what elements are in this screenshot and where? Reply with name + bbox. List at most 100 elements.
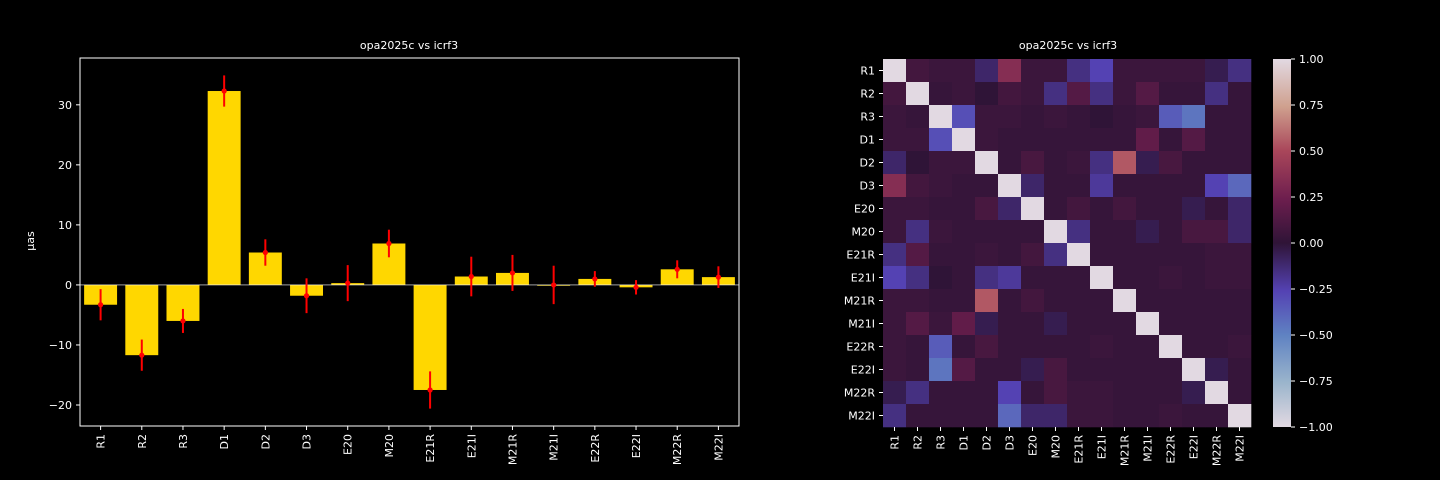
heatmap-cell-E20-E20 xyxy=(1021,197,1045,221)
heatmap-cell-E21I-M22R xyxy=(1205,266,1229,290)
heatmap-cell-D3-D1 xyxy=(952,174,976,198)
point-M21R xyxy=(509,270,516,276)
heatmap-cell-E20-M21R xyxy=(1113,197,1137,221)
heatmap-cell-M22I-E22I xyxy=(1182,404,1206,428)
heatmap-cell-M20-M21R xyxy=(1113,220,1137,244)
heatmap-x-tick-label: M21I xyxy=(1142,435,1155,462)
heatmap-cell-E22I-R3 xyxy=(929,358,953,382)
heatmap-cell-M21I-D3 xyxy=(998,312,1022,336)
heatmap-cell-D1-E22I xyxy=(1182,128,1206,152)
heatmap-cell-M20-M21I xyxy=(1136,220,1160,244)
heatmap-cell-M21R-M22I xyxy=(1228,289,1252,313)
heatmap-cell-R2-R3 xyxy=(929,82,953,106)
heatmap-cell-E22I-M22R xyxy=(1205,358,1229,382)
x-tick-label: R2 xyxy=(136,434,149,449)
heatmap-cell-E21R-D1 xyxy=(952,243,976,267)
heatmap-cell-M21R-M21I xyxy=(1136,289,1160,313)
heatmap-x-tick-label: R1 xyxy=(889,435,902,450)
heatmap-cell-R1-M22R xyxy=(1205,59,1229,83)
heatmap-cell-D2-E22R xyxy=(1159,151,1183,175)
heatmap-cell-M22I-E20 xyxy=(1021,404,1045,428)
heatmap-cell-E22R-R2 xyxy=(906,335,930,359)
heatmap-cell-M21I-D2 xyxy=(975,312,999,336)
heatmap-cell-M21R-D3 xyxy=(998,289,1022,313)
heatmap-cell-M22I-R3 xyxy=(929,404,953,428)
heatmap-cell-M21R-E20 xyxy=(1021,289,1045,313)
heatmap-cell-E20-D2 xyxy=(975,197,999,221)
heatmap-cell-D3-M20 xyxy=(1044,174,1068,198)
heatmap-x-tick-label: M20 xyxy=(1050,435,1063,459)
colorbar-tick-label: −1.00 xyxy=(1299,421,1333,434)
heatmap-cell-M22R-D1 xyxy=(952,381,976,405)
heatmap-cell-R2-E21I xyxy=(1090,82,1114,106)
heatmap-cell-E21R-M22I xyxy=(1228,243,1252,267)
heatmap-cell-M21R-D2 xyxy=(975,289,999,313)
heatmap-cell-M22I-M22R xyxy=(1205,404,1229,428)
heatmap-cell-D3-E20 xyxy=(1021,174,1045,198)
heatmap-cell-D1-D3 xyxy=(998,128,1022,152)
heatmap-cell-M21R-D1 xyxy=(952,289,976,313)
heatmap-cell-E22R-E22R xyxy=(1159,335,1183,359)
heatmap-cell-M21R-E22R xyxy=(1159,289,1183,313)
heatmap-cell-D3-M21R xyxy=(1113,174,1137,198)
heatmap-cell-D1-E20 xyxy=(1021,128,1045,152)
heatmap-cell-E22I-E22I xyxy=(1182,358,1206,382)
heatmap-x-tick-label: M21R xyxy=(1119,435,1132,466)
colorbar-tick-label: 1.00 xyxy=(1299,53,1324,66)
heatmap-cell-R3-M22I xyxy=(1228,105,1252,129)
heatmap-cell-E22R-D2 xyxy=(975,335,999,359)
heatmap-cell-E22R-R3 xyxy=(929,335,953,359)
heatmap-cell-R3-M21R xyxy=(1113,105,1137,129)
heatmap-cell-R3-M20 xyxy=(1044,105,1068,129)
x-tick-label: D3 xyxy=(301,434,314,449)
heatmap-cell-E21I-M21I xyxy=(1136,266,1160,290)
heatmap-cell-E21R-M22R xyxy=(1205,243,1229,267)
point-E21I xyxy=(468,273,474,280)
heatmap-cell-E22I-M21I xyxy=(1136,358,1160,382)
heatmap-cell-M21R-M20 xyxy=(1044,289,1068,313)
heatmap-cell-E21I-R1 xyxy=(883,266,907,290)
heatmap-cell-E22I-D2 xyxy=(975,358,999,382)
heatmap-y-tick-label: M22R xyxy=(844,387,875,400)
heatmap-cell-E21I-M20 xyxy=(1044,266,1068,290)
heatmap-cell-D3-E21I xyxy=(1090,174,1114,198)
point-E21R xyxy=(427,387,433,393)
heatmap-cell-M21I-R3 xyxy=(929,312,953,336)
heatmap-cell-M20-M22I xyxy=(1228,220,1252,244)
heatmap-cell-M21R-M21R xyxy=(1113,289,1137,313)
heatmap-cell-E21R-D3 xyxy=(998,243,1022,267)
heatmap-cell-M21R-E21I xyxy=(1090,289,1114,313)
heatmap-cell-M21I-R1 xyxy=(883,312,907,336)
heatmap-cell-R3-E21R xyxy=(1067,105,1091,129)
point-M20 xyxy=(386,240,392,247)
heatmap-cell-D2-M20 xyxy=(1044,151,1068,175)
heatmap-cell-D1-M22R xyxy=(1205,128,1229,152)
heatmap-cell-E22R-E21R xyxy=(1067,335,1091,359)
heatmap-cell-M22R-M22R xyxy=(1205,381,1229,405)
x-tick-label: E22R xyxy=(589,434,602,463)
x-tick-label: E20 xyxy=(342,434,355,455)
y-tick-label: −10 xyxy=(49,339,72,352)
heatmap-cell-D1-M21R xyxy=(1113,128,1137,152)
heatmap-cell-D1-M20 xyxy=(1044,128,1068,152)
heatmap-y-tick-label: R2 xyxy=(860,88,875,101)
heatmap-y-tick-label: M21I xyxy=(848,318,875,331)
heatmap-cell-E22I-M20 xyxy=(1044,358,1068,382)
heatmap-cell-E20-D3 xyxy=(998,197,1022,221)
bar-chart-title: opa2025c vs icrf3 xyxy=(360,39,458,52)
point-M22I xyxy=(715,274,722,280)
colorbar xyxy=(1273,59,1291,427)
heatmap-cell-M22R-E22R xyxy=(1159,381,1183,405)
heatmap-cell-D2-R3 xyxy=(929,151,953,175)
heatmap-y-tick-label: R1 xyxy=(860,65,875,78)
bar-chart-ylabel: μas xyxy=(24,231,37,251)
heatmap-cell-R1-E21R xyxy=(1067,59,1091,83)
heatmap-cell-E20-M22R xyxy=(1205,197,1229,221)
heatmap-cell-E20-E21I xyxy=(1090,197,1114,221)
heatmap-cell-E20-R1 xyxy=(883,197,907,221)
x-tick-label: R1 xyxy=(95,434,108,449)
heatmap-cell-R2-D2 xyxy=(975,82,999,106)
heatmap-cell-E21R-E21R xyxy=(1067,243,1091,267)
heatmap-cell-M20-R1 xyxy=(883,220,907,244)
heatmap-cell-M22I-R1 xyxy=(883,404,907,428)
